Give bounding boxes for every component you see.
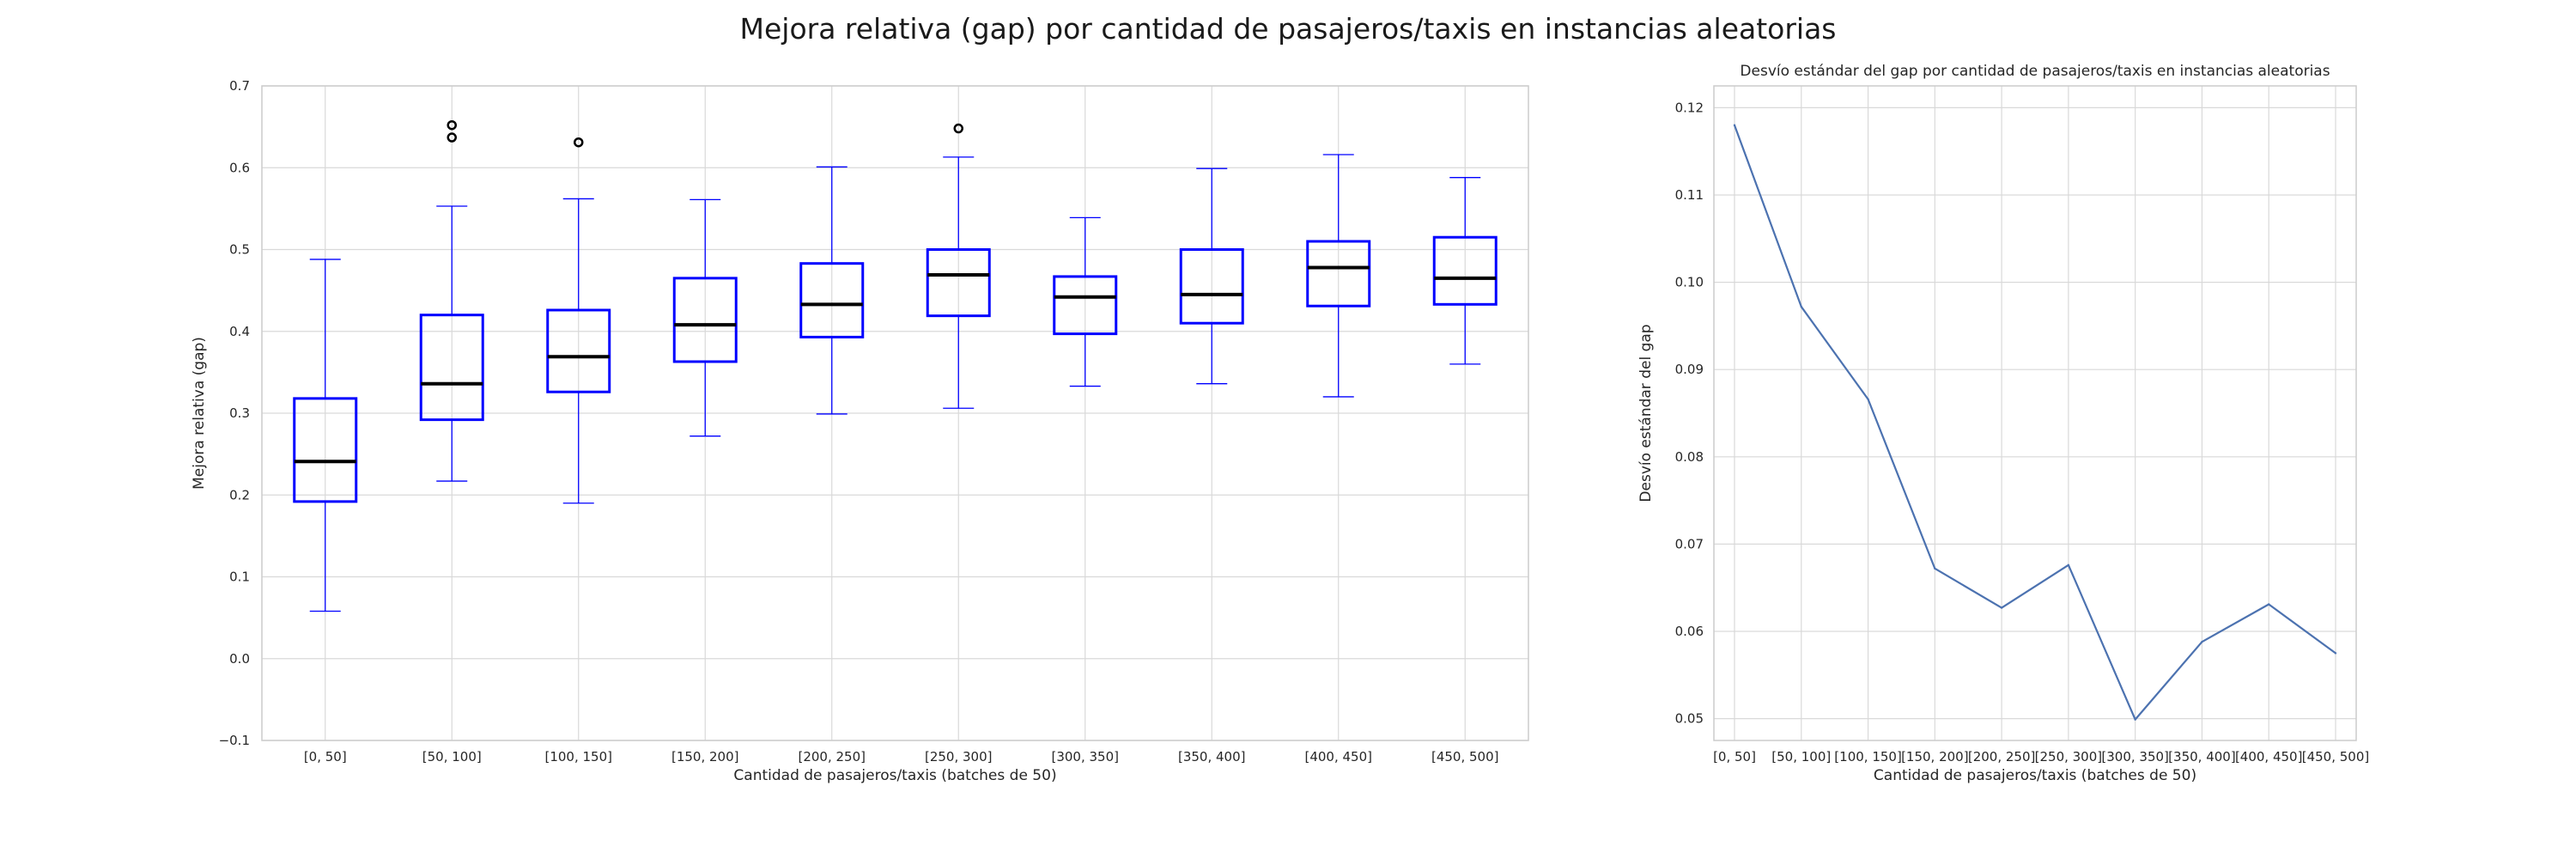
std-data-point <box>2268 603 2270 606</box>
x-tick-label: [350, 400] <box>2168 749 2236 765</box>
x-tick-label: [100, 150] <box>544 749 612 765</box>
line-frame <box>1713 85 2357 741</box>
y-tick-label: 0.6 <box>229 160 250 175</box>
x-tick-label: [250, 300] <box>2035 749 2103 765</box>
y-tick-label: 0.08 <box>1675 449 1704 465</box>
std-data-point <box>1867 398 1869 400</box>
y-tick-label: 0.09 <box>1675 362 1704 377</box>
boxplot-frame <box>261 85 1529 741</box>
box-8 <box>1306 154 1371 398</box>
outlier-point <box>953 123 963 134</box>
x-tick-label: [200, 250] <box>798 749 866 765</box>
line-x-axis-label: Cantidad de pasajeros/taxis (batches de … <box>1874 767 2196 784</box>
x-tick-label: [400, 450] <box>1304 749 1372 765</box>
boxplot-y-axis-label: Mejora relativa (gap) <box>191 337 208 490</box>
y-tick-label: 0.4 <box>229 324 250 339</box>
box-7 <box>1179 168 1244 385</box>
box-iqr <box>293 397 358 503</box>
box-iqr <box>926 248 991 318</box>
std-line-chart: 0.05 0.06 0.07 0.08 0.09 0.10 0.11 0.12 [0, 50] [… <box>1637 63 2369 784</box>
box-iqr <box>1432 235 1498 306</box>
box-iqr <box>419 314 484 422</box>
figure-title: Mejora relativa (gap) por cantidad de pa… <box>739 12 1837 46</box>
line-gridlines <box>1714 86 2356 740</box>
line-ticks: 0.05 0.06 0.07 0.08 0.09 0.10 0.11 0.12 [0, 50] [… <box>1675 100 2370 765</box>
outlier-point <box>574 137 584 148</box>
std-data-point <box>2134 718 2136 721</box>
x-tick-label: [300, 350] <box>2101 749 2169 765</box>
x-tick-label: [450, 500] <box>1431 749 1499 765</box>
outlier-point <box>447 132 457 143</box>
box-2 <box>546 137 611 504</box>
boxplot-ticks: −0.1 0.0 0.1 0.2 0.3 0.4 0.5 0.6 0.7 [0, 50] [50, … <box>219 78 1499 765</box>
x-tick-label: [200, 250] <box>1968 749 2036 765</box>
y-tick-label: 0.06 <box>1675 624 1704 639</box>
y-tick-label: 0.2 <box>229 487 250 503</box>
box-6 <box>1053 216 1118 387</box>
box-iqr <box>1306 240 1371 308</box>
x-tick-label: [150, 200] <box>671 749 739 765</box>
y-tick-label: 0.10 <box>1675 275 1704 290</box>
outlier-point <box>447 119 457 131</box>
boxplot-marks <box>293 119 1498 612</box>
y-tick-label: 0.5 <box>229 242 250 258</box>
x-tick-label: [100, 150] <box>1834 749 1902 765</box>
line-marks <box>1733 124 2337 721</box>
x-tick-label: [300, 350] <box>1051 749 1119 765</box>
y-tick-label: 0.0 <box>229 651 250 667</box>
boxplot-chart: −0.1 0.0 0.1 0.2 0.3 0.4 0.5 0.6 0.7 [0, 50] [50, … <box>191 78 1529 784</box>
box-iqr <box>1053 275 1118 336</box>
std-data-point <box>1733 124 1736 126</box>
std-data-point <box>1800 305 1802 308</box>
box-4 <box>799 166 865 415</box>
std-series-line <box>1733 125 2336 721</box>
box-3 <box>672 198 738 437</box>
std-data-point <box>1934 567 1936 570</box>
x-tick-label: [50, 100] <box>1771 749 1831 765</box>
x-tick-label: [400, 450] <box>2235 749 2303 765</box>
y-tick-label: 0.07 <box>1675 536 1704 551</box>
box-iqr <box>1179 248 1244 325</box>
line-chart-title: Desvío estándar del gap por cantidad de … <box>1740 63 2330 80</box>
x-tick-label: [0, 50] <box>1713 749 1756 765</box>
x-tick-label: [350, 400] <box>1178 749 1246 765</box>
x-tick-label: [150, 200] <box>1901 749 1969 765</box>
std-data-point <box>2334 652 2337 655</box>
y-tick-label: 0.1 <box>229 570 250 585</box>
boxplot-x-axis-label: Cantidad de pasajeros/taxis (batches de … <box>733 767 1056 784</box>
box-0 <box>293 259 358 612</box>
y-tick-label: 0.11 <box>1675 187 1704 203</box>
x-tick-label: [450, 500] <box>2302 749 2370 765</box>
y-tick-label: 0.05 <box>1675 711 1704 727</box>
std-data-point <box>2067 564 2070 566</box>
y-tick-label: 0.7 <box>229 78 250 94</box>
y-tick-label: −0.1 <box>219 733 250 748</box>
box-iqr <box>799 262 865 338</box>
box-iqr <box>672 277 738 363</box>
x-tick-label: [250, 300] <box>925 749 993 765</box>
box-5 <box>926 123 991 409</box>
x-tick-label: [50, 100] <box>422 749 482 765</box>
std-data-point <box>2000 606 2003 609</box>
box-9 <box>1432 177 1498 365</box>
box-iqr <box>546 308 611 393</box>
std-data-point <box>2201 640 2203 643</box>
box-1 <box>419 119 484 482</box>
x-tick-label: [0, 50] <box>304 749 347 765</box>
y-tick-label: 0.12 <box>1675 100 1704 115</box>
line-plot-area <box>1714 86 2356 740</box>
line-y-axis-label: Desvío estándar del gap <box>1637 324 1655 502</box>
y-tick-label: 0.3 <box>229 405 250 421</box>
